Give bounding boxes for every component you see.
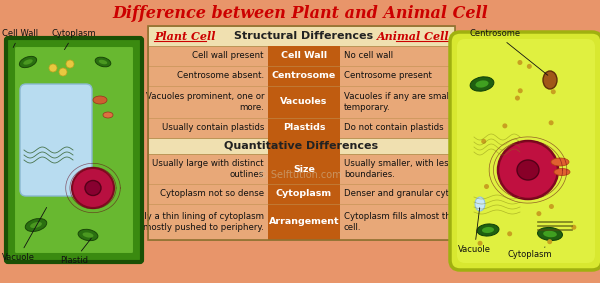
Ellipse shape xyxy=(83,232,94,238)
Text: Cytoplasm not so dense: Cytoplasm not so dense xyxy=(160,190,264,198)
Circle shape xyxy=(527,64,532,69)
FancyBboxPatch shape xyxy=(6,38,142,262)
Text: Structural Differences: Structural Differences xyxy=(235,31,374,41)
Text: Arrangement: Arrangement xyxy=(269,218,340,226)
Circle shape xyxy=(478,241,482,246)
Text: © Selftution.com: © Selftution.com xyxy=(258,170,342,180)
Ellipse shape xyxy=(517,160,539,180)
Text: Centrosome present: Centrosome present xyxy=(344,72,432,80)
Text: Vacuole: Vacuole xyxy=(458,208,491,254)
Bar xyxy=(148,26,455,240)
Text: Plastid: Plastid xyxy=(60,238,91,265)
Ellipse shape xyxy=(25,218,47,231)
Text: Plastids: Plastids xyxy=(283,123,325,132)
Text: Usually large with distinct
outlines: Usually large with distinct outlines xyxy=(152,159,264,179)
Text: No cell wall: No cell wall xyxy=(344,52,393,61)
Text: Only a thin lining of cytoplasm
mostly pushed to periphery.: Only a thin lining of cytoplasm mostly p… xyxy=(132,212,264,232)
Circle shape xyxy=(515,96,520,100)
Ellipse shape xyxy=(482,227,494,233)
Text: Usually smaller, with less distinct
boundaries.: Usually smaller, with less distinct boun… xyxy=(344,159,488,179)
Text: Cytoplasm: Cytoplasm xyxy=(52,29,97,50)
Bar xyxy=(148,138,455,154)
Text: Vacuoles if any are small and
temporary.: Vacuoles if any are small and temporary. xyxy=(344,92,470,112)
Ellipse shape xyxy=(475,197,485,211)
Circle shape xyxy=(551,89,556,94)
Ellipse shape xyxy=(554,168,570,175)
Ellipse shape xyxy=(23,59,33,65)
Text: Animal Cell: Animal Cell xyxy=(376,31,449,42)
Text: Cytoplasm: Cytoplasm xyxy=(508,247,553,259)
Text: Size: Size xyxy=(293,164,315,173)
Circle shape xyxy=(536,211,541,216)
Text: Centrosome: Centrosome xyxy=(470,29,548,75)
Circle shape xyxy=(484,184,489,189)
Text: Difference between Plant and Animal Cell: Difference between Plant and Animal Cell xyxy=(112,5,488,22)
Text: Centrosome absent.: Centrosome absent. xyxy=(177,72,264,80)
Text: Plant Cell: Plant Cell xyxy=(154,31,215,42)
Ellipse shape xyxy=(95,57,111,67)
Text: Usually contain plastids: Usually contain plastids xyxy=(161,123,264,132)
Circle shape xyxy=(549,204,554,209)
Bar xyxy=(148,26,455,46)
Bar xyxy=(148,154,455,240)
Ellipse shape xyxy=(498,141,558,199)
Text: Cytoplasm: Cytoplasm xyxy=(276,190,332,198)
Ellipse shape xyxy=(103,112,113,118)
FancyBboxPatch shape xyxy=(14,46,134,254)
Bar xyxy=(148,46,455,138)
Circle shape xyxy=(548,120,554,125)
Text: Vacuole: Vacuole xyxy=(2,207,47,262)
Ellipse shape xyxy=(30,222,42,228)
Circle shape xyxy=(517,60,523,65)
Text: Cell wall present: Cell wall present xyxy=(193,52,264,61)
Ellipse shape xyxy=(72,168,114,208)
Text: Do not contain plastids: Do not contain plastids xyxy=(344,123,443,132)
Circle shape xyxy=(66,60,74,68)
Circle shape xyxy=(502,123,508,128)
Ellipse shape xyxy=(99,60,107,64)
FancyBboxPatch shape xyxy=(457,39,595,263)
Circle shape xyxy=(547,239,552,244)
Circle shape xyxy=(518,88,523,93)
Ellipse shape xyxy=(85,181,101,196)
Ellipse shape xyxy=(78,229,98,241)
Ellipse shape xyxy=(93,96,107,104)
Ellipse shape xyxy=(551,158,569,166)
FancyBboxPatch shape xyxy=(20,84,92,196)
Circle shape xyxy=(59,68,67,76)
Circle shape xyxy=(481,139,486,144)
Ellipse shape xyxy=(470,77,494,91)
Ellipse shape xyxy=(475,80,488,88)
Ellipse shape xyxy=(477,224,499,236)
Text: Cell Wall: Cell Wall xyxy=(2,29,38,48)
Ellipse shape xyxy=(538,228,562,241)
Ellipse shape xyxy=(19,56,37,68)
Circle shape xyxy=(49,64,57,72)
Text: Cell Wall: Cell Wall xyxy=(281,52,327,61)
Text: Cytoplasm fills almost the entire
cell.: Cytoplasm fills almost the entire cell. xyxy=(344,212,484,232)
Text: Denser and granular cytoplasm.: Denser and granular cytoplasm. xyxy=(344,190,483,198)
Text: Quantitative Differences: Quantitative Differences xyxy=(224,141,379,151)
Text: Vacuoles: Vacuoles xyxy=(280,98,328,106)
Ellipse shape xyxy=(543,231,557,237)
Ellipse shape xyxy=(543,71,557,89)
Bar xyxy=(268,46,340,240)
Circle shape xyxy=(507,231,512,236)
FancyBboxPatch shape xyxy=(450,32,600,270)
Circle shape xyxy=(571,225,577,230)
Text: Vacuoles prominent, one or
more.: Vacuoles prominent, one or more. xyxy=(146,92,264,112)
Text: Centrosome: Centrosome xyxy=(272,72,336,80)
